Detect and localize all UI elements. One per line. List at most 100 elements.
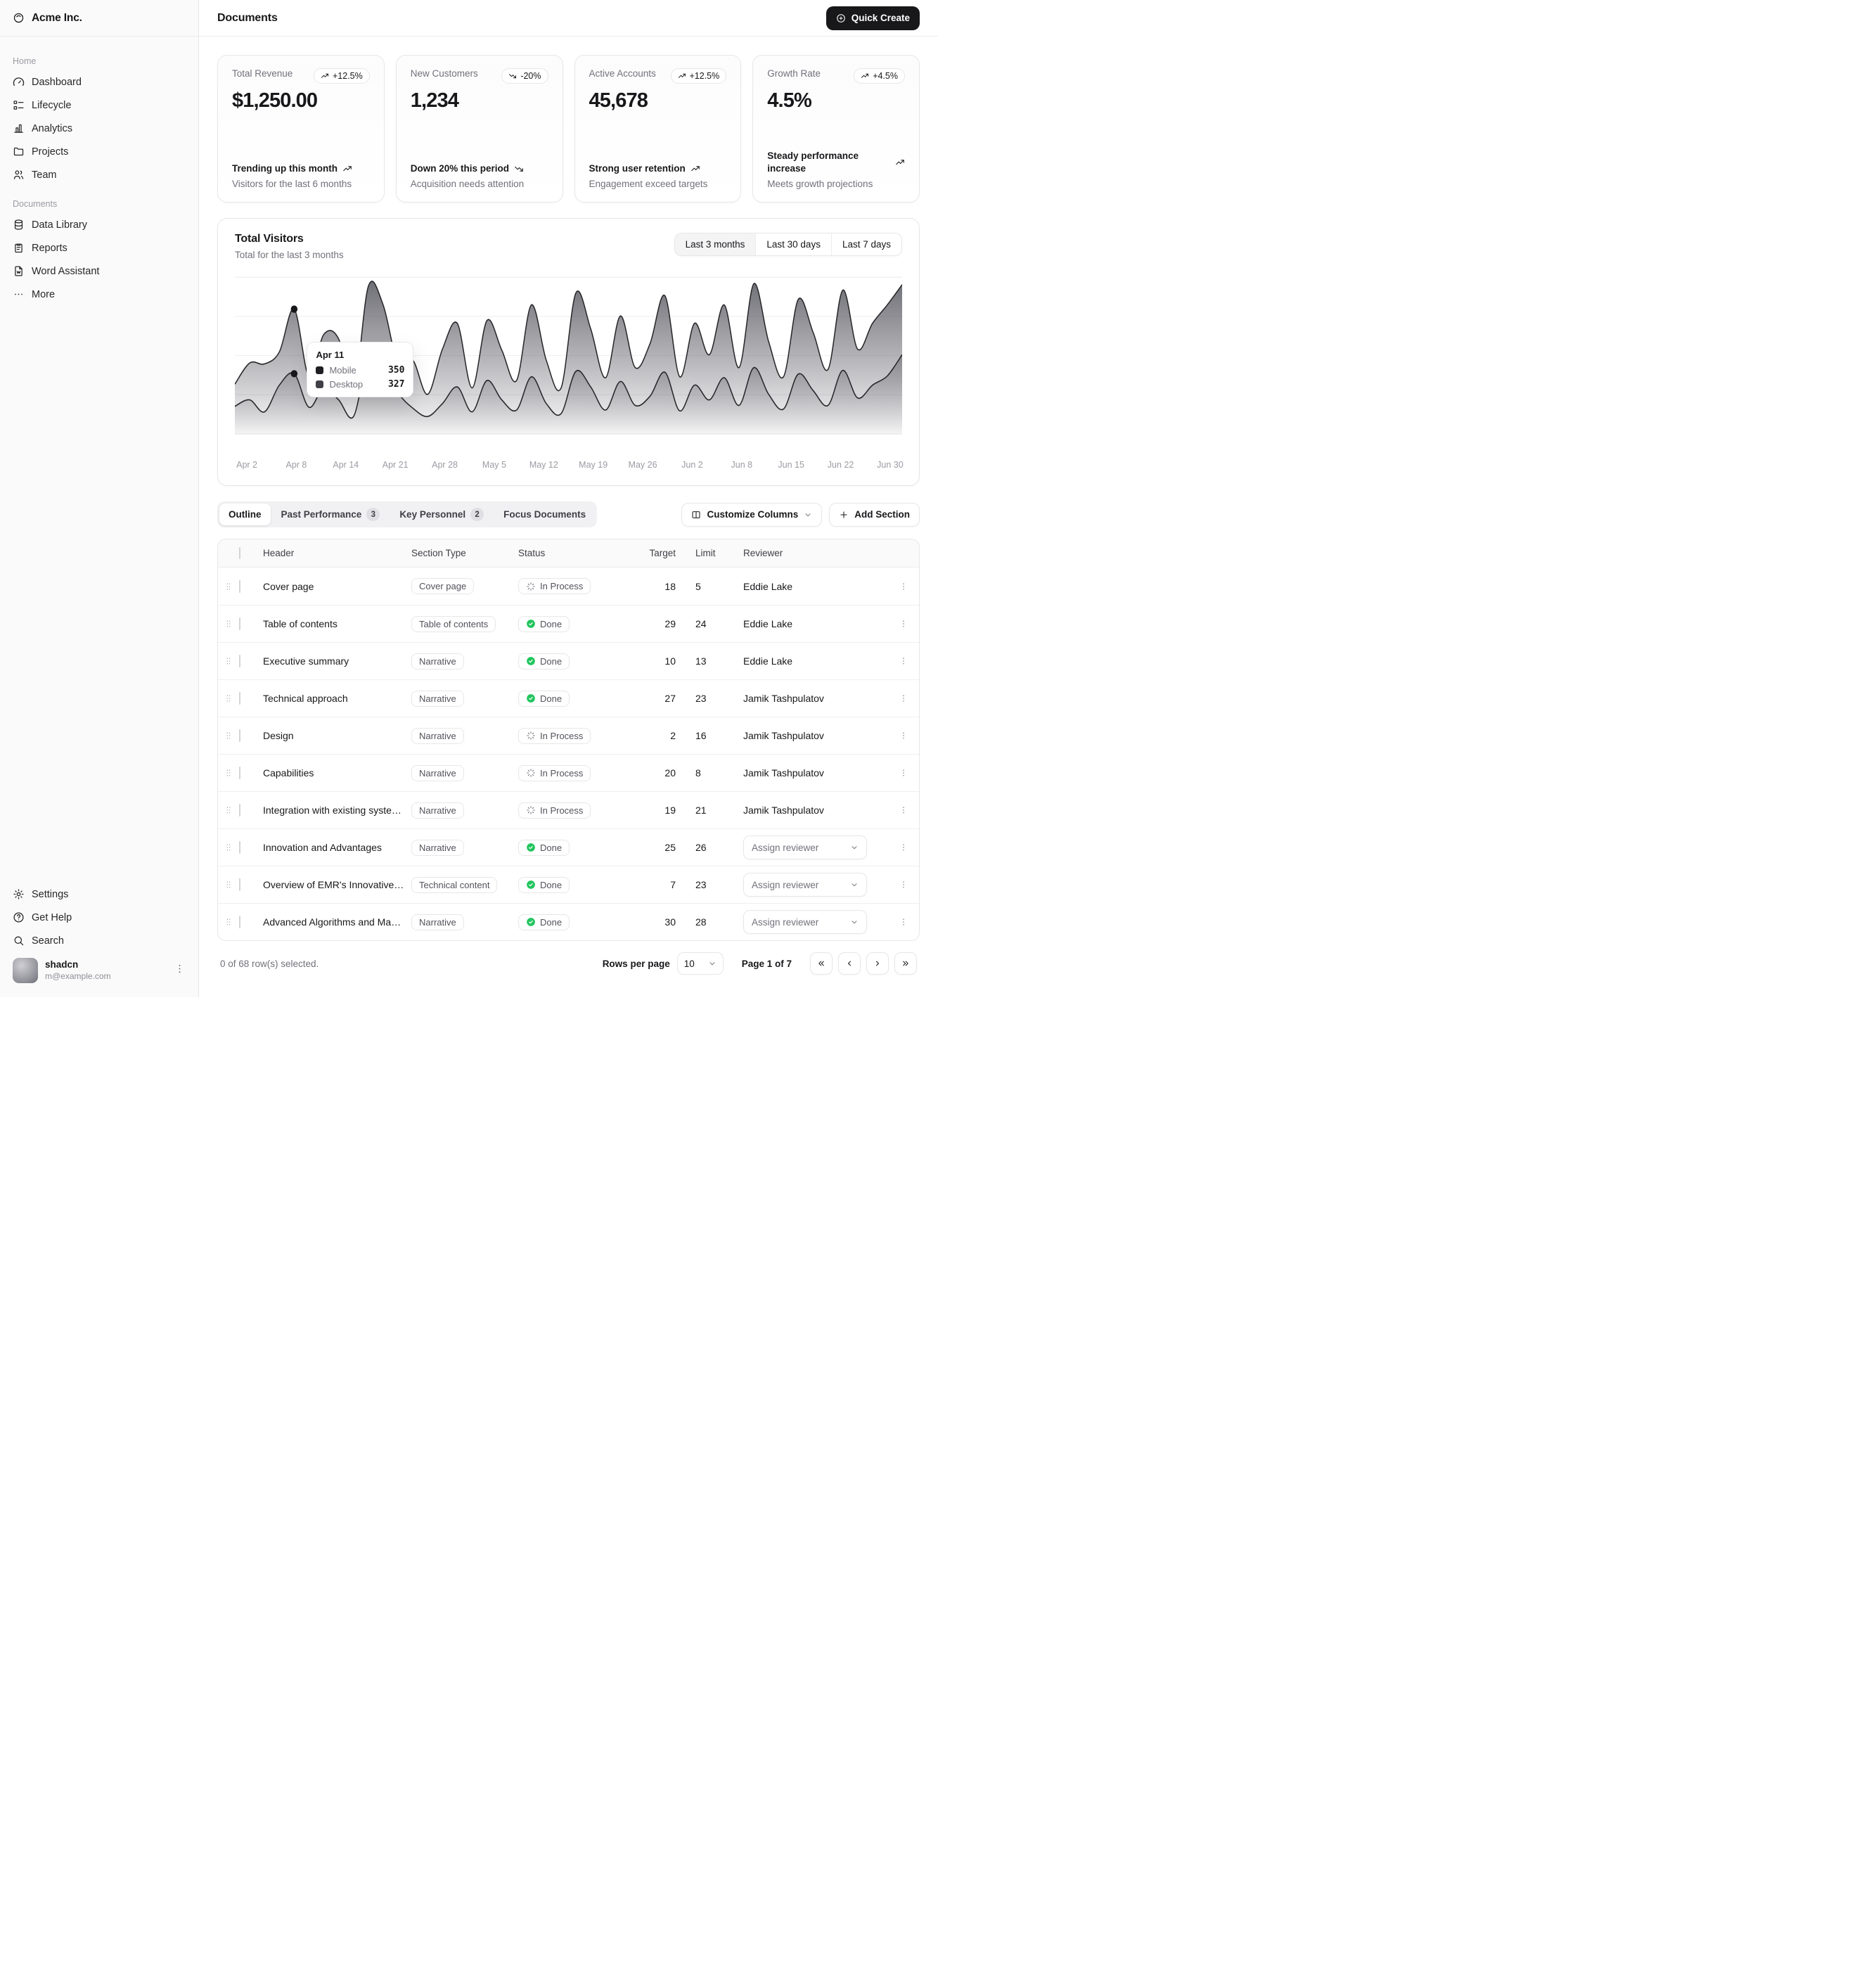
drag-handle[interactable] [218,619,239,629]
add-section-button[interactable]: Add Section [829,502,920,527]
first-page-button[interactable] [810,952,833,975]
row-checkbox[interactable] [239,617,240,630]
sidebar-item-settings[interactable]: Settings [7,883,191,906]
drag-handle[interactable] [218,693,239,703]
org-switcher[interactable]: Acme Inc. [0,0,198,37]
assign-reviewer-select[interactable]: Assign reviewer [743,910,867,934]
sidebar-item-lifecycle[interactable]: Lifecycle [7,94,191,117]
target-value[interactable]: 2 [670,730,676,741]
sidebar-item-data-library[interactable]: Data Library [7,213,191,236]
target-value[interactable]: 18 [664,580,676,592]
limit-value[interactable]: 23 [695,879,707,890]
target-value[interactable]: 27 [664,693,676,704]
target-value[interactable]: 25 [664,842,676,853]
limit-value[interactable]: 24 [695,618,707,629]
row-menu-button[interactable] [888,805,919,815]
range-last-7-days[interactable]: Last 7 days [830,233,901,255]
assign-reviewer-select[interactable]: Assign reviewer [743,873,867,897]
grip-vertical-icon [226,769,231,776]
tab-outline[interactable]: Outline [219,504,271,525]
drag-handle[interactable] [218,880,239,890]
row-menu-button[interactable] [888,768,919,778]
row-checkbox[interactable] [239,579,240,593]
tab-past-performance[interactable]: Past Performance 3 [272,504,390,525]
row-checkbox[interactable] [239,767,240,779]
row-header-title[interactable]: Integration with existing systems [263,805,405,816]
limit-value[interactable]: 28 [695,916,707,928]
limit-value[interactable]: 16 [695,730,707,741]
limit-value[interactable]: 13 [695,655,707,667]
sidebar-item-projects[interactable]: Projects [7,140,191,163]
row-menu-button[interactable] [888,656,919,666]
more-vertical-icon[interactable] [174,963,186,978]
next-page-button[interactable] [866,952,889,975]
row-menu-button[interactable] [888,582,919,591]
last-page-button[interactable] [894,952,917,975]
row-checkbox[interactable] [239,692,240,705]
quick-create-button[interactable]: Quick Create [825,6,920,30]
row-checkbox[interactable] [239,804,240,816]
sidebar-item-team[interactable]: Team [7,163,191,186]
drag-handle[interactable] [218,656,239,666]
row-header-title[interactable]: Technical approach [263,693,348,704]
sidebar-item-get-help[interactable]: Get Help [7,906,191,929]
drag-handle[interactable] [218,843,239,852]
target-value[interactable]: 29 [664,618,676,629]
range-last-3-months[interactable]: Last 3 months [674,233,756,255]
row-checkbox[interactable] [239,916,240,928]
row-header-title[interactable]: Cover page [263,580,314,592]
rows-per-page-select[interactable]: 10 [676,952,724,975]
chart-area[interactable]: Apr 2 Apr 8 Apr 14 Apr 21 Apr 28 May 5 May 12 M… [235,273,904,475]
target-value[interactable]: 7 [670,879,676,890]
row-header-title[interactable]: Table of contents [263,618,338,629]
sidebar-item-word-assistant[interactable]: Word Assistant [7,260,191,283]
row-menu-button[interactable] [888,917,919,927]
drag-handle[interactable] [218,805,239,815]
target-value[interactable]: 19 [664,805,676,816]
row-menu-button[interactable] [888,693,919,703]
tab-focus-documents[interactable]: Focus Documents [494,504,595,525]
drag-handle[interactable] [218,582,239,591]
row-header-title[interactable]: Capabilities [263,767,314,779]
customize-columns-button[interactable]: Customize Columns [681,502,823,527]
target-value[interactable]: 30 [664,916,676,928]
sidebar-item-dashboard[interactable]: Dashboard [7,70,191,94]
user-menu[interactable]: shadcn m@example.com [7,952,191,989]
drag-handle[interactable] [218,917,239,927]
sidebar-item-search[interactable]: Search [7,929,191,952]
limit-value[interactable]: 23 [695,693,707,704]
row-header-title[interactable]: Innovation and Advantages [263,842,382,853]
row-header-title[interactable]: Overview of EMR's Innovative Solutions [263,879,411,890]
previous-page-button[interactable] [838,952,861,975]
assign-reviewer-select[interactable]: Assign reviewer [743,835,867,859]
row-checkbox[interactable] [239,729,240,742]
trend-badge-value: +12.5% [689,71,720,81]
drag-handle[interactable] [218,768,239,778]
drag-handle[interactable] [218,731,239,741]
sidebar-item-reports[interactable]: Reports [7,236,191,260]
sidebar-item-more[interactable]: More [7,283,191,306]
target-value[interactable]: 10 [664,655,676,667]
row-menu-button[interactable] [888,619,919,629]
target-value[interactable]: 20 [664,767,676,779]
limit-value[interactable]: 8 [695,767,701,779]
row-checkbox[interactable] [239,841,240,854]
limit-value[interactable]: 21 [695,805,707,816]
row-menu-button[interactable] [888,880,919,890]
row-menu-button[interactable] [888,731,919,741]
tab-key-personnel[interactable]: Key Personnel 2 [390,504,493,525]
row-checkbox[interactable] [239,655,240,667]
table-row: Innovation and Advantages Narrative Done 25… [218,828,919,866]
row-checkbox[interactable] [239,878,240,891]
chart-titles: Total Visitors Total for the last 3 mont… [235,233,344,260]
limit-value[interactable]: 5 [695,580,701,592]
limit-value[interactable]: 26 [695,842,707,853]
sidebar-item-analytics[interactable]: Analytics [7,117,191,140]
row-header-title[interactable]: Executive summary [263,655,349,667]
range-last-30-days[interactable]: Last 30 days [755,233,831,255]
row-menu-button[interactable] [888,843,919,852]
select-all-checkbox[interactable] [239,547,240,559]
range-toggle-group: Last 3 months Last 30 days Last 7 days [674,233,902,256]
row-header-title[interactable]: Advanced Algorithms and Machine Learning [263,916,411,928]
row-header-title[interactable]: Design [263,730,294,741]
